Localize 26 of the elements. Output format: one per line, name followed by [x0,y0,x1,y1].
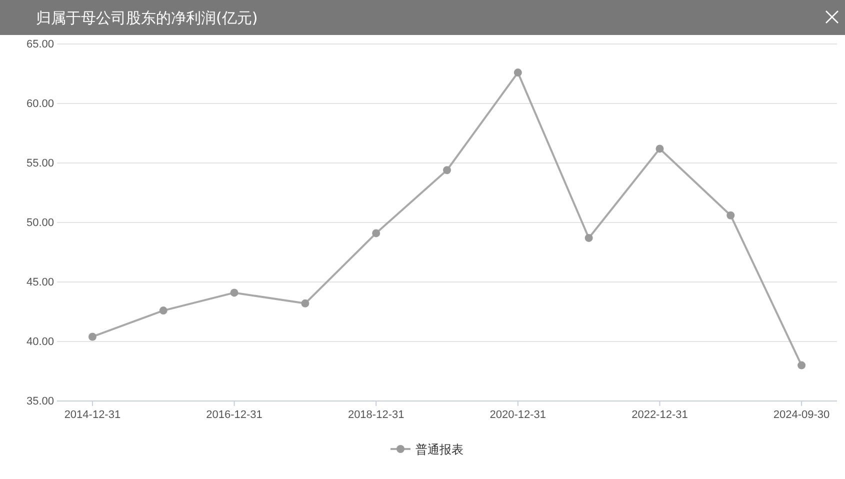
x-tick-label: 2020-12-31 [490,408,546,421]
point [656,144,664,153]
point [726,211,735,220]
point [798,361,806,370]
y-tick-label: 50.00 [26,217,54,230]
point [514,68,522,77]
y-tick-label: 35.00 [26,396,54,408]
point [230,288,238,297]
y-tick-label: 40.00 [26,336,54,348]
point [88,332,96,341]
legend-label: 普通报表 [416,442,464,456]
point [301,299,310,308]
point [443,166,451,174]
point [159,306,168,315]
point [584,234,593,242]
x-tick-label: 2024-09-30 [773,408,830,421]
y-tick-label: 55.00 [26,158,54,170]
y-tick-label: 60.00 [26,98,54,110]
y-tick-label: 65.00 [26,38,54,51]
y-tick-label: 45.00 [26,276,54,289]
x-tick-label: 2022-12-31 [632,408,688,421]
x-tick-label: 2014-12-31 [64,408,121,421]
chart-title: 归属于母公司股东的净利润(亿元) [36,9,258,27]
point [372,229,380,238]
x-tick-label: 2016-12-31 [206,408,262,421]
x-tick-label: 2018-12-31 [348,408,404,421]
